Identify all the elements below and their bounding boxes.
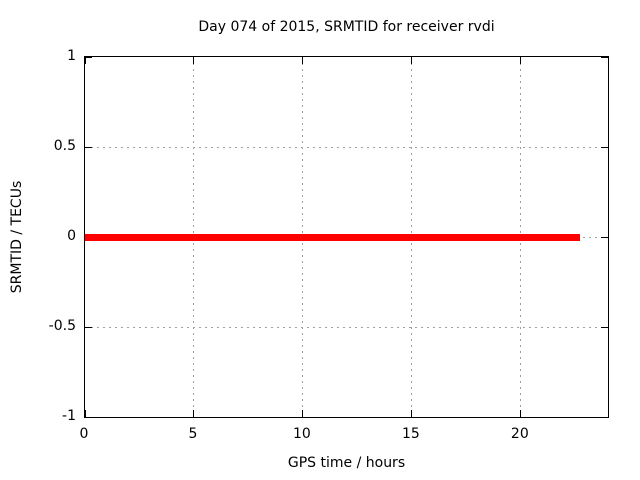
chart-title: Day 074 of 2015, SRMTID for receiver rvd… — [198, 19, 495, 35]
y-tick-mark — [601, 326, 608, 328]
y-tick-label: 0.5 — [53, 138, 76, 154]
x-tick-mark — [520, 410, 522, 417]
x-tick-mark — [302, 410, 304, 417]
x-tick-label: 5 — [188, 426, 198, 442]
x-tick-mark — [411, 57, 413, 64]
gridline-horizontal — [85, 326, 608, 328]
x-tick-mark — [302, 57, 304, 64]
x-tick-label: 10 — [292, 426, 311, 442]
series-line — [85, 233, 580, 241]
x-tick-mark — [193, 57, 195, 64]
y-tick-label: 0 — [67, 228, 76, 244]
y-tick-mark — [85, 416, 92, 418]
y-tick-mark — [601, 146, 608, 148]
y-tick-mark — [601, 236, 608, 238]
plot-area — [84, 56, 609, 418]
x-tick-mark — [84, 410, 86, 417]
x-tick-label: 20 — [510, 426, 529, 442]
y-tick-mark — [85, 326, 92, 328]
x-axis-label: GPS time / hours — [287, 455, 406, 471]
x-tick-label: 15 — [401, 426, 420, 442]
x-tick-mark — [411, 410, 413, 417]
y-tick-label: 1 — [67, 48, 76, 64]
y-tick-label: -0.5 — [48, 318, 76, 334]
x-tick-mark — [193, 410, 195, 417]
gridline-horizontal — [85, 146, 608, 148]
y-tick-mark — [601, 416, 608, 418]
x-tick-label: 0 — [79, 426, 89, 442]
y-tick-label: -1 — [62, 408, 76, 424]
x-tick-mark — [84, 57, 86, 64]
y-tick-mark — [85, 56, 92, 58]
y-tick-mark — [85, 146, 92, 148]
x-tick-mark — [520, 57, 522, 64]
y-tick-mark — [601, 56, 608, 58]
